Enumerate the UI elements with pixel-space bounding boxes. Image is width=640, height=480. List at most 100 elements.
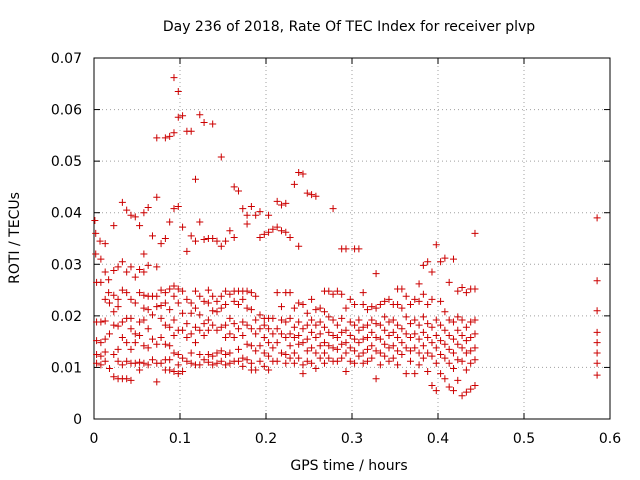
data-point	[355, 326, 363, 334]
data-point	[295, 318, 303, 326]
data-point	[389, 328, 397, 336]
data-point	[239, 318, 247, 326]
data-point	[346, 331, 354, 339]
data-point	[342, 339, 350, 347]
data-point	[209, 235, 217, 242]
data-point	[299, 339, 307, 347]
data-point	[312, 334, 320, 342]
data-point	[424, 349, 432, 357]
data-point	[359, 359, 367, 367]
data-point	[256, 311, 264, 319]
data-point	[187, 330, 195, 338]
data-point	[449, 364, 457, 372]
data-point	[406, 357, 414, 365]
data-point	[338, 314, 346, 322]
data-point	[295, 340, 303, 348]
data-point	[458, 392, 466, 400]
data-point	[303, 347, 311, 355]
data-point	[127, 211, 135, 219]
data-point	[217, 323, 225, 331]
data-point	[170, 331, 178, 339]
data-point	[101, 348, 109, 356]
data-point	[303, 321, 311, 329]
data-point	[342, 245, 350, 253]
data-point	[415, 349, 423, 357]
data-point	[424, 368, 432, 376]
data-point	[217, 292, 225, 300]
data-point	[213, 237, 221, 245]
data-point	[389, 354, 397, 362]
data-point	[277, 303, 285, 311]
data-point	[252, 330, 260, 338]
data-point	[97, 361, 105, 369]
data-point	[136, 358, 144, 366]
data-point	[196, 218, 204, 226]
data-point	[437, 370, 445, 378]
data-point	[593, 339, 601, 347]
data-point	[161, 340, 169, 348]
data-point	[217, 357, 225, 365]
data-point	[222, 287, 230, 295]
data-point	[428, 381, 436, 389]
data-point	[295, 242, 303, 250]
data-point	[402, 370, 410, 378]
data-point	[329, 316, 337, 324]
data-point	[105, 364, 113, 372]
data-point	[200, 356, 208, 364]
data-point	[170, 282, 178, 290]
data-point	[325, 328, 333, 336]
data-point	[114, 357, 122, 365]
data-point	[355, 245, 363, 253]
data-point	[441, 375, 449, 383]
x-tick-label: 0.6	[599, 431, 621, 447]
data-point	[127, 314, 135, 322]
data-point	[286, 314, 294, 322]
data-point	[243, 287, 251, 295]
data-point	[462, 388, 470, 396]
data-point	[449, 318, 457, 326]
x-tick-label: 0.3	[341, 431, 363, 447]
data-point	[118, 198, 126, 206]
data-point	[144, 204, 152, 212]
data-point	[295, 168, 303, 176]
data-point	[303, 335, 311, 343]
data-point	[252, 347, 260, 355]
data-point	[402, 292, 410, 300]
data-point	[204, 286, 212, 294]
data-point	[153, 303, 161, 311]
data-point	[101, 317, 109, 325]
data-point	[381, 352, 389, 360]
data-point	[136, 331, 144, 339]
data-point	[252, 292, 260, 300]
data-point	[402, 344, 410, 352]
data-point	[191, 175, 199, 183]
data-point	[114, 263, 122, 271]
data-point	[290, 349, 298, 357]
data-point	[299, 361, 307, 369]
data-point	[153, 292, 161, 300]
data-point	[97, 352, 105, 360]
data-point	[437, 258, 445, 266]
data-point	[166, 366, 174, 374]
data-point	[454, 356, 462, 364]
data-point	[346, 295, 354, 303]
data-point	[295, 331, 303, 339]
data-point	[381, 313, 389, 321]
data-point	[338, 354, 346, 362]
data-point	[196, 351, 204, 359]
data-point	[277, 349, 285, 357]
data-point	[97, 339, 105, 347]
data-point	[204, 316, 212, 324]
data-point	[437, 351, 445, 359]
data-point	[97, 278, 105, 286]
data-point	[243, 340, 251, 348]
data-point	[394, 321, 402, 329]
data-point	[153, 193, 161, 201]
data-point	[449, 349, 457, 357]
data-point	[204, 351, 212, 359]
data-point	[471, 356, 479, 364]
data-point	[329, 205, 337, 213]
data-point	[471, 316, 479, 324]
data-point	[372, 304, 380, 312]
data-point	[114, 322, 122, 330]
